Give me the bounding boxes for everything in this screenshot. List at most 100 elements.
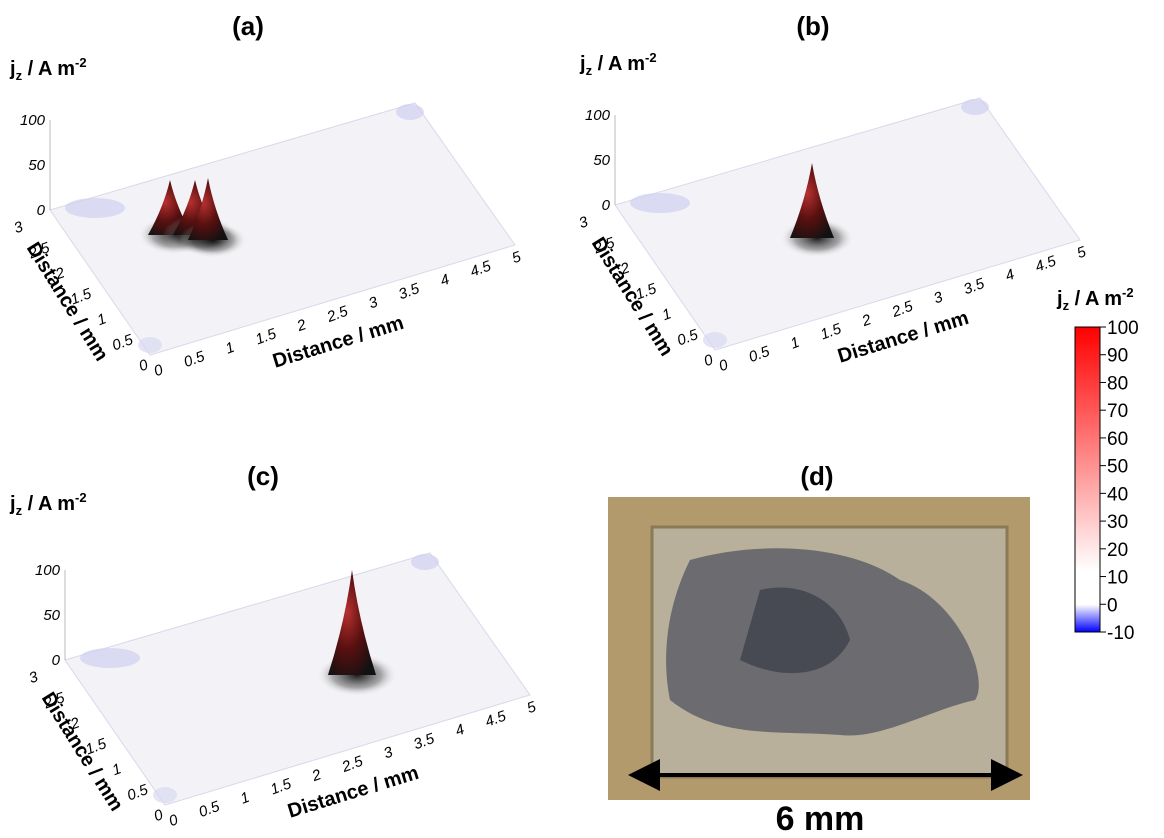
y-tick-label: 1.5 bbox=[68, 285, 94, 308]
peak bbox=[328, 570, 376, 675]
x-tick-label: 2 bbox=[294, 316, 309, 335]
z-tick-label: 0 bbox=[52, 652, 61, 669]
title-superscript: -2 bbox=[645, 50, 657, 65]
title-superscript: -2 bbox=[75, 55, 87, 70]
x-tick-label: 4 bbox=[438, 271, 452, 290]
y-tick-label: 2.5 bbox=[41, 689, 68, 713]
peak bbox=[790, 163, 834, 238]
surface bbox=[614, 97, 1081, 351]
colorbar-tick-label: 40 bbox=[1107, 484, 1128, 505]
y-tick-label: 1.5 bbox=[633, 280, 659, 303]
y-tick-label: 0 bbox=[702, 351, 716, 370]
x-tick-label: 3.5 bbox=[961, 275, 987, 298]
axis-title: jz / A m-2 bbox=[579, 50, 657, 78]
x-tick-label: 3 bbox=[931, 288, 945, 307]
title-unit: / A m bbox=[1069, 288, 1122, 310]
y-tick-label: 1.5 bbox=[83, 735, 109, 758]
colorbar-tick-label: 50 bbox=[1107, 457, 1128, 478]
x-tick-label: 1.5 bbox=[268, 775, 294, 798]
x-tick-label: 4 bbox=[453, 721, 467, 740]
photo bbox=[608, 497, 1030, 800]
y-tick-label: 0 bbox=[137, 356, 151, 375]
x-tick-label: 2.5 bbox=[339, 752, 366, 776]
x-tick-label: 0.5 bbox=[197, 798, 223, 821]
title-base: j bbox=[1056, 288, 1063, 310]
title-superscript: -2 bbox=[1122, 285, 1134, 300]
surface-patch bbox=[138, 337, 162, 353]
axis-title: jz / A m-2 bbox=[1056, 285, 1134, 313]
x-tick-label: 4 bbox=[1003, 266, 1017, 285]
x-tick-label: 2 bbox=[859, 311, 874, 330]
x-tick-label: 1 bbox=[223, 339, 237, 358]
colorbar-tick-label: 100 bbox=[1107, 318, 1139, 339]
colorbar-tick-label: 0 bbox=[1107, 595, 1118, 616]
z-tick-label: 100 bbox=[585, 107, 611, 124]
x-tick-label: 2.5 bbox=[324, 302, 351, 326]
x-tick-label: 5 bbox=[510, 248, 524, 267]
y-tick-label: 0.5 bbox=[675, 326, 701, 349]
x-tick-label: 3 bbox=[381, 743, 395, 762]
title-unit: / A m bbox=[22, 493, 75, 515]
title-base: j bbox=[579, 53, 586, 75]
title-unit: / A m bbox=[22, 58, 75, 80]
axis-title: jz / A m-2 bbox=[9, 55, 87, 83]
x-tick-label: 2.5 bbox=[889, 297, 916, 321]
colorbar-tick-label: 10 bbox=[1107, 568, 1128, 589]
y-tick-label: 0 bbox=[152, 806, 166, 825]
y-tick-label: 1 bbox=[110, 760, 124, 779]
x-tick-label: 0.5 bbox=[182, 348, 208, 371]
x-tick-label: 3.5 bbox=[396, 280, 422, 303]
surface-patch bbox=[703, 332, 727, 348]
z-tick-label: 50 bbox=[43, 607, 60, 624]
x-tick-label: 3 bbox=[366, 293, 380, 312]
title-superscript: -2 bbox=[75, 490, 87, 505]
x-tick-label: 1.5 bbox=[818, 320, 844, 343]
x-tick-label: 5 bbox=[1075, 243, 1089, 262]
surface-patch bbox=[80, 648, 140, 668]
panel-label: (c) bbox=[247, 461, 279, 491]
y-tick-label: 1 bbox=[95, 310, 109, 329]
colorbar-tick-label: 60 bbox=[1107, 429, 1128, 450]
x-tick-label: 1 bbox=[238, 789, 252, 808]
surface-patch bbox=[153, 787, 177, 803]
z-tick-label: 50 bbox=[593, 152, 610, 169]
title-base: j bbox=[9, 58, 16, 80]
y-tick-label: 3 bbox=[577, 213, 591, 232]
surface bbox=[64, 552, 531, 806]
axis-title: jz / A m-2 bbox=[9, 490, 87, 518]
x-tick-label: 4.5 bbox=[468, 257, 494, 280]
scale-label: 6 mm bbox=[776, 800, 865, 838]
colorbar bbox=[1074, 326, 1101, 633]
surface-patch bbox=[411, 554, 439, 570]
z-tick-label: 50 bbox=[28, 157, 45, 174]
y-tick-label: 2.5 bbox=[591, 234, 618, 258]
x-tick-label: 0 bbox=[167, 811, 181, 830]
z-tick-label: 100 bbox=[20, 112, 46, 129]
z-tick-label: 0 bbox=[37, 202, 46, 219]
surface-patch bbox=[961, 99, 989, 115]
x-tick-label: 4.5 bbox=[1033, 252, 1059, 275]
x-tick-label: 1.5 bbox=[253, 325, 279, 348]
colorbar-tick-label: 30 bbox=[1107, 512, 1128, 533]
colorbar-tick-label: 90 bbox=[1107, 346, 1128, 367]
x-tick-label: 2 bbox=[309, 766, 324, 785]
x-tick-label: 3.5 bbox=[411, 730, 437, 753]
y-tick-label: 1 bbox=[660, 305, 674, 324]
peak bbox=[188, 178, 228, 240]
z-tick-label: 100 bbox=[35, 562, 61, 579]
y-tick-label: 0.5 bbox=[125, 781, 151, 804]
x-tick-label: 0 bbox=[717, 356, 731, 375]
colorbar-tick-label: 20 bbox=[1107, 540, 1128, 561]
colorbar-tick-label: 70 bbox=[1107, 401, 1128, 422]
title-subscript: z bbox=[16, 503, 23, 518]
y-tick-label: 0.5 bbox=[110, 331, 136, 354]
z-tick-label: 0 bbox=[602, 197, 611, 214]
colorbar-tick-label: 80 bbox=[1107, 373, 1128, 394]
y-tick-label: 3 bbox=[27, 668, 41, 687]
colorbar-tick-label: -10 bbox=[1107, 623, 1134, 644]
panel-label: (d) bbox=[800, 461, 833, 491]
